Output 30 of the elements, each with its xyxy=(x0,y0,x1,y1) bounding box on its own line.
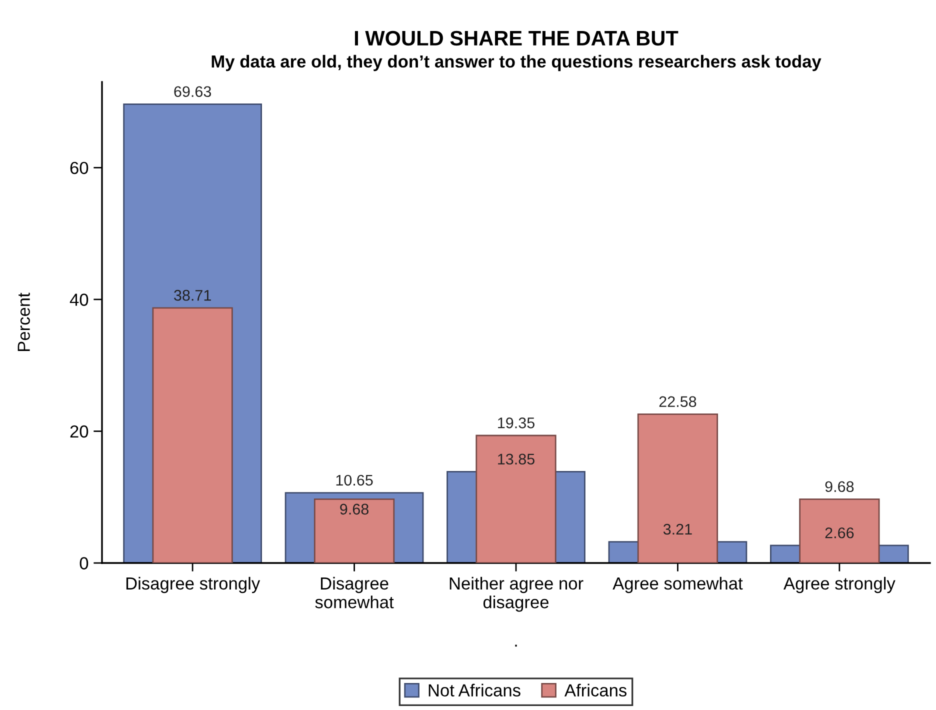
data-label: 13.85 xyxy=(498,454,534,465)
bar xyxy=(314,498,395,563)
data-label: 10.65 xyxy=(336,474,373,486)
x-axis-title: . xyxy=(515,644,517,647)
data-label: 3.21 xyxy=(663,524,692,535)
x-tick-label: Disagree somewhat xyxy=(315,576,394,608)
y-tick-label: 0 xyxy=(80,557,88,570)
chart-subtitle: My data are old, they don’t answer to the questions researchers ask today xyxy=(212,54,822,72)
bar xyxy=(799,498,880,563)
data-label: 2.66 xyxy=(825,527,854,538)
bar xyxy=(637,414,718,563)
y-tick-label: 40 xyxy=(70,294,88,306)
y-axis-title: Percent xyxy=(18,292,30,351)
x-tick-label: Disagree strongly xyxy=(126,576,260,594)
x-tick-label: Neither agree nor disagree xyxy=(450,576,584,612)
data-label: 19.35 xyxy=(498,417,534,428)
chart-title: I WOULD SHARE THE DATA BUT xyxy=(354,30,678,46)
bar xyxy=(476,434,556,563)
x-tick-label: Agree strongly xyxy=(784,576,896,594)
data-label: 9.68 xyxy=(340,504,368,515)
data-label: 9.68 xyxy=(825,481,854,492)
data-label: 69.63 xyxy=(174,86,212,98)
data-label: 38.71 xyxy=(174,290,211,301)
legend-label: Africans xyxy=(564,684,627,697)
y-tick-label: 60 xyxy=(70,162,88,174)
y-tick-label: 20 xyxy=(70,425,88,438)
bar xyxy=(152,307,233,563)
data-label: 22.58 xyxy=(659,396,696,408)
x-tick-label: Agree somewhat xyxy=(612,576,743,594)
legend-label: Not Africans xyxy=(428,684,520,697)
